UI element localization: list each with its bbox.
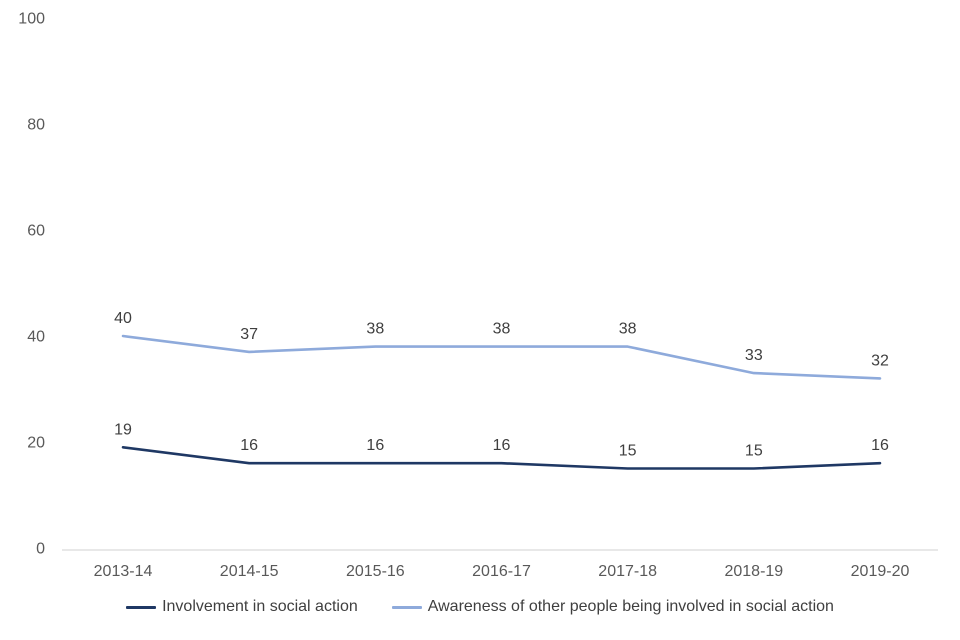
x-tick-label: 2016-17 — [472, 563, 531, 580]
data-label: 15 — [619, 443, 637, 460]
x-tick-label: 2013-14 — [94, 563, 153, 580]
data-label: 16 — [871, 437, 889, 454]
x-tick-label: 2015-16 — [346, 563, 405, 580]
line-chart: 0 20 40 60 80 100 2013-14 2014-15 2015-16 2016-17… — [18, 11, 938, 580]
y-tick-label: 100 — [18, 11, 45, 28]
data-label: 16 — [366, 437, 384, 454]
data-label: 33 — [745, 347, 763, 364]
data-label: 15 — [745, 443, 763, 460]
series-line — [121, 334, 882, 380]
legend-label: Involvement in social action — [162, 598, 358, 615]
legend-swatch — [126, 605, 157, 609]
data-label: 32 — [871, 352, 889, 369]
x-tick-label: 2017-18 — [598, 563, 657, 580]
y-tick-label: 20 — [27, 435, 45, 452]
data-label: 40 — [114, 310, 132, 327]
series-line — [121, 445, 882, 470]
data-label: 38 — [366, 321, 384, 338]
data-label: 16 — [493, 437, 511, 454]
data-label: 37 — [240, 326, 258, 343]
legend-item-awareness: Awareness of other people being involved… — [391, 598, 834, 616]
x-tick-label: 2018-19 — [724, 563, 783, 580]
data-label: 16 — [240, 437, 258, 454]
y-tick-label: 60 — [27, 223, 45, 240]
legend-item-involvement: Involvement in social action — [126, 598, 358, 616]
x-tick-label: 2014-15 — [220, 563, 279, 580]
legend-label: Awareness of other people being involved… — [427, 598, 834, 615]
y-tick-label: 40 — [27, 329, 45, 346]
chart-legend: Involvement in social action Awareness o… — [0, 598, 960, 616]
data-label: 38 — [619, 321, 637, 338]
x-tick-label: 2019-20 — [851, 563, 910, 580]
data-label: 38 — [493, 321, 511, 338]
y-tick-label: 80 — [27, 117, 45, 134]
data-label: 19 — [114, 421, 132, 438]
y-tick-label: 0 — [36, 541, 45, 558]
legend-swatch — [391, 605, 422, 609]
